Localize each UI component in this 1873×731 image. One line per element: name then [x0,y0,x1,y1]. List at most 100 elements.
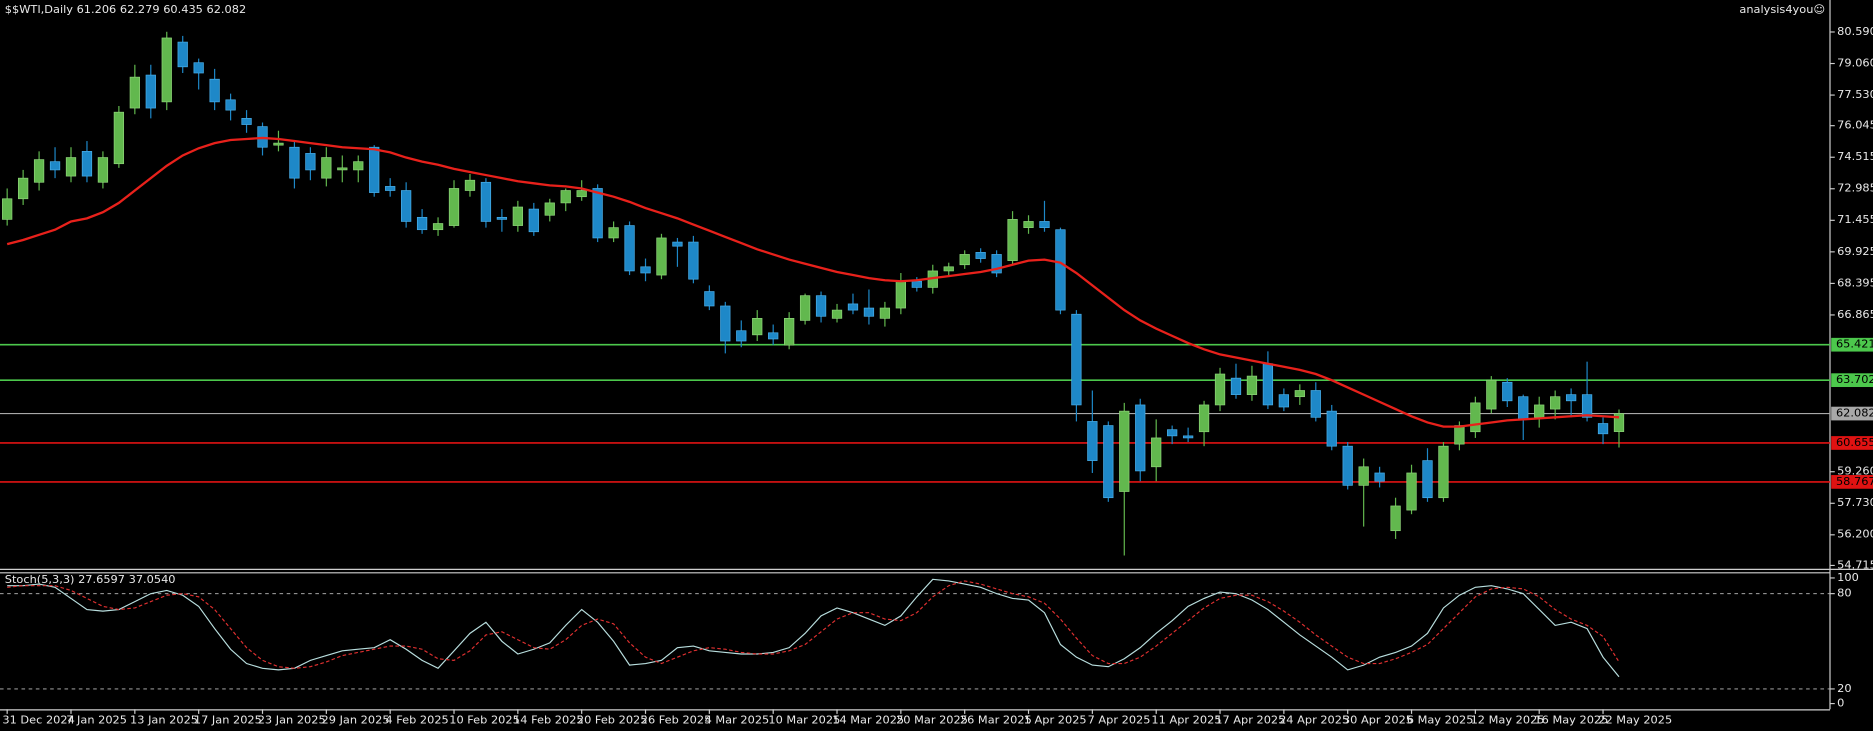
candle-body [1135,404,1146,472]
x-tick-label: 17 Jan 2025 [194,714,262,727]
candle-body [1039,221,1050,228]
symbol: $$WTI,Daily [5,3,74,16]
candle-body [1071,313,1082,406]
x-tick-label: 7 Jan 2025 [66,714,127,727]
candle-body [1550,396,1561,410]
x-tick-label: 24 Apr 2025 [1279,714,1349,727]
candle-body [416,216,428,231]
candle-body [1374,472,1385,482]
x-tick-label: 30 Apr 2025 [1343,714,1413,727]
stoch-signal: 37.0540 [129,573,176,586]
candle-body [1087,421,1098,461]
candle-body [1119,410,1130,492]
x-tick-label: 20 Mar 2025 [896,714,968,727]
candle-body [975,252,986,259]
candle-body [353,161,364,171]
candle-body [608,227,619,239]
x-tick-label: 22 May 2025 [1598,714,1672,727]
candle-body [624,225,635,272]
moving-average [6,136,1620,428]
y-tick-label: 76.045 [1837,119,1873,132]
candle-body [736,330,747,342]
candle-body [592,188,603,239]
candle-body [1023,221,1034,228]
candle-body [576,190,587,198]
level-label: 58.767 [1836,475,1873,488]
candle-body [672,241,683,247]
x-tick-label: 11 Apr 2025 [1151,714,1221,727]
x-tick-label: 16 May 2025 [1534,714,1608,727]
candle-body [1502,381,1513,402]
y-tick-label: 54.715 [1837,559,1873,572]
candle-body [991,254,1002,274]
level-label: 60.655 [1836,436,1873,449]
stoch-line [7,580,1620,669]
candle-body [1406,472,1417,511]
x-tick-label: 26 Mar 2025 [960,714,1032,727]
candle-body [688,241,699,280]
candle-body [1198,404,1210,433]
y-tick-label: 71.455 [1837,213,1873,226]
x-tick-label: 14 Mar 2025 [832,714,904,727]
candle-body [113,111,125,165]
candle-body [33,159,45,183]
candle-body [145,74,156,109]
candle-body [959,254,970,266]
candle-body [1182,435,1194,439]
candle-body [1422,460,1433,499]
candle-body [1151,437,1162,468]
candle-body [193,62,204,74]
close: 62.082 [206,3,246,16]
candle-body [1214,373,1226,406]
candle-body [1454,425,1465,445]
candle-body [432,223,444,231]
candle-body [385,186,396,191]
x-tick-label: 10 Feb 2025 [449,714,520,727]
candle-body [847,303,859,311]
level-label-box [1831,373,1873,388]
candle-body [1438,445,1449,499]
candle-body [784,318,795,346]
candle-body [448,188,460,226]
x-tick-label: 10 Mar 2025 [768,714,840,727]
candle-body [1278,394,1290,408]
y-tick-label: 56.200 [1837,528,1873,541]
candle-body [97,157,109,183]
candle-body [65,157,77,177]
stoch-header: Stoch(5,3,3) 27.6597 37.0540 [5,573,176,586]
candle-body [1581,394,1593,418]
candle-body [1390,505,1401,532]
y-tick-label: 20 [1837,682,1851,695]
candle-body [241,118,252,125]
candle-body [273,142,284,146]
x-tick-label: 13 Jan 2025 [130,714,198,727]
x-tick-label: 29 Jan 2025 [322,714,390,727]
candle-body [305,153,316,171]
candle-body [81,151,93,177]
candle-body [1470,402,1481,433]
candle-body [1326,410,1337,447]
candle-body [1342,445,1353,486]
high: 62.279 [120,3,160,16]
candle-body [1103,425,1114,499]
candle-body [1518,396,1529,420]
candle-body [640,266,651,274]
candle-body [544,202,555,216]
candle-body [560,190,571,204]
candle-body [911,280,922,288]
y-tick-label: 77.530 [1837,88,1873,101]
candle-body [1565,394,1577,402]
watermark: analysis4you☺ [1739,3,1825,16]
candle-body [129,76,140,109]
header: $$WTI,Daily 61.206 62.279 60.435 62.082 [5,3,246,16]
candle-body [1167,429,1178,437]
x-tick-label: 26 Feb 2025 [641,714,712,727]
candle-body [1310,390,1321,418]
y-tick-label: 80.590 [1837,25,1873,38]
stoch-title: Stoch(5,3,3) [5,573,75,586]
y-tick-label: 68.395 [1837,277,1873,290]
candle-body [528,208,539,233]
y-tick-label: 0 [1837,697,1844,710]
candle-body [225,99,236,111]
